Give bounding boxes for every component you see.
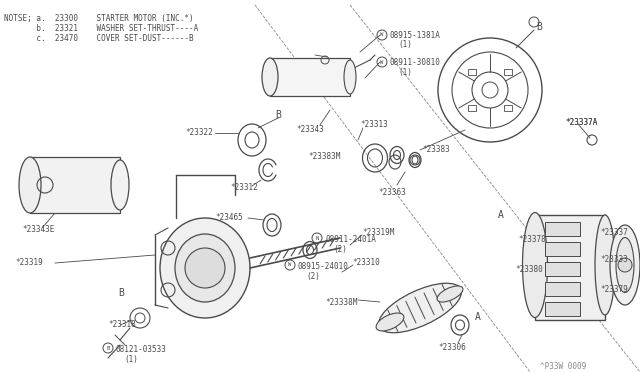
Bar (545, 242, 580, 256)
Bar (468, 105, 476, 111)
Text: 08121-03533: 08121-03533 (116, 345, 167, 354)
Text: 08911-30810: 08911-30810 (390, 58, 441, 67)
Bar (270, 58, 350, 96)
Text: (1): (1) (124, 355, 138, 364)
Ellipse shape (175, 234, 235, 302)
Text: *23318: *23318 (108, 320, 136, 329)
Bar (545, 222, 580, 236)
Text: b.  23321    WASHER SET-THRUST----A: b. 23321 WASHER SET-THRUST----A (4, 24, 198, 33)
Ellipse shape (595, 215, 615, 315)
Text: *23465: *23465 (215, 213, 243, 222)
Text: *23343E: *23343E (22, 225, 54, 234)
Bar (545, 302, 580, 316)
Text: A: A (498, 210, 504, 220)
Ellipse shape (437, 286, 463, 302)
Bar (30, 157, 120, 213)
Text: ^P33W 0009: ^P33W 0009 (540, 362, 586, 371)
Text: *23378: *23378 (518, 235, 546, 244)
Bar (545, 262, 580, 276)
Text: (2): (2) (306, 272, 320, 281)
Text: 08911-2401A: 08911-2401A (325, 235, 376, 244)
Bar (535, 215, 605, 320)
Text: *23380: *23380 (515, 265, 543, 274)
Text: *23312: *23312 (230, 183, 258, 192)
Text: *23363: *23363 (378, 188, 406, 197)
Ellipse shape (610, 225, 640, 305)
Text: *23337A: *23337A (565, 118, 597, 127)
Text: NOTSE; a.  23300    STARTER MOTOR (INC.*): NOTSE; a. 23300 STARTER MOTOR (INC.*) (4, 14, 194, 23)
Ellipse shape (522, 212, 547, 317)
Circle shape (185, 248, 225, 288)
Bar (468, 68, 476, 75)
Text: *23337: *23337 (600, 228, 628, 237)
Ellipse shape (344, 60, 356, 94)
Text: c.  23470    COVER SET-DUST------B: c. 23470 COVER SET-DUST------B (4, 34, 194, 43)
Text: (2): (2) (333, 245, 347, 254)
Text: *23310: *23310 (352, 258, 380, 267)
Text: 08915-1381A: 08915-1381A (390, 31, 441, 40)
Text: *23383M: *23383M (308, 152, 340, 161)
Text: *23383: *23383 (422, 145, 450, 154)
Ellipse shape (616, 237, 634, 292)
Ellipse shape (376, 313, 404, 331)
Text: (1): (1) (398, 40, 412, 49)
Text: B: B (118, 288, 124, 298)
Bar (504, 68, 513, 75)
Ellipse shape (160, 218, 250, 318)
Text: B: B (536, 22, 542, 32)
Ellipse shape (262, 58, 278, 96)
Text: *23333: *23333 (600, 255, 628, 264)
Text: (1): (1) (398, 68, 412, 77)
Text: W: W (289, 263, 292, 267)
Text: *23319M: *23319M (362, 228, 394, 237)
Bar (545, 282, 580, 296)
Ellipse shape (378, 283, 461, 333)
Text: *23379: *23379 (600, 285, 628, 294)
Circle shape (618, 258, 632, 272)
Text: *23338M: *23338M (325, 298, 357, 307)
Text: B: B (275, 110, 281, 120)
Text: W: W (380, 32, 383, 38)
Ellipse shape (19, 157, 41, 213)
Text: *23322: *23322 (185, 128, 212, 137)
Text: A: A (475, 312, 481, 322)
Text: B: B (106, 346, 109, 350)
Bar (504, 105, 513, 111)
Text: N: N (316, 235, 319, 241)
Text: *23343: *23343 (296, 125, 324, 134)
Text: *23306: *23306 (438, 343, 466, 352)
Text: W: W (380, 60, 383, 64)
Text: *23337A: *23337A (565, 118, 597, 127)
Text: *23313: *23313 (360, 120, 388, 129)
Text: *23319: *23319 (15, 258, 43, 267)
Text: 08915-24010: 08915-24010 (298, 262, 349, 271)
Ellipse shape (111, 160, 129, 210)
